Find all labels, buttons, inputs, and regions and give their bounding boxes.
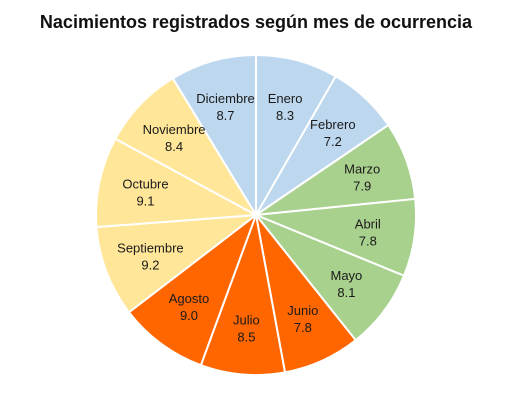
slice-value-label: 8.7 xyxy=(216,108,234,123)
slice-value-label: 9.1 xyxy=(136,193,154,208)
slice-category-label: Octubre xyxy=(122,176,168,191)
slice-category-label: Marzo xyxy=(344,161,380,176)
slice-category-label: Septiembre xyxy=(117,240,183,255)
slice-category-label: Mayo xyxy=(331,268,363,283)
slice-category-label: Junio xyxy=(287,303,318,318)
slice-value-label: 8.4 xyxy=(165,139,183,154)
pie-slice-septiembre xyxy=(95,213,260,314)
slice-category-label: Noviembre xyxy=(143,122,206,137)
pie-slice-octubre xyxy=(95,137,260,229)
slice-category-label: Diciembre xyxy=(196,91,255,106)
pie-slice-noviembre xyxy=(113,76,259,218)
slice-value-label: 9.2 xyxy=(141,257,159,272)
pie-slices xyxy=(95,53,417,376)
slice-category-label: Enero xyxy=(268,91,303,106)
slice-category-label: Julio xyxy=(233,313,260,328)
chart-title: Nacimientos registrados según mes de ocu… xyxy=(39,12,473,32)
slice-value-label: 8.5 xyxy=(237,330,255,345)
slice-value-label: 7.9 xyxy=(353,178,371,193)
slice-value-label: 9.0 xyxy=(180,308,198,323)
pie-slice-julio xyxy=(199,211,287,376)
slice-value-label: 8.1 xyxy=(337,285,355,300)
slice-value-label: 7.8 xyxy=(359,233,377,248)
slice-value-label: 7.8 xyxy=(294,320,312,335)
slice-category-label: Agosto xyxy=(169,291,209,306)
pie-slice-diciembre xyxy=(171,53,257,219)
slice-value-label: 7.2 xyxy=(324,134,342,149)
slice-value-label: 8.3 xyxy=(276,108,294,123)
pie-slice-agosto xyxy=(127,212,259,367)
slice-category-label: Abril xyxy=(355,216,381,231)
slice-category-label: Febrero xyxy=(310,117,356,132)
